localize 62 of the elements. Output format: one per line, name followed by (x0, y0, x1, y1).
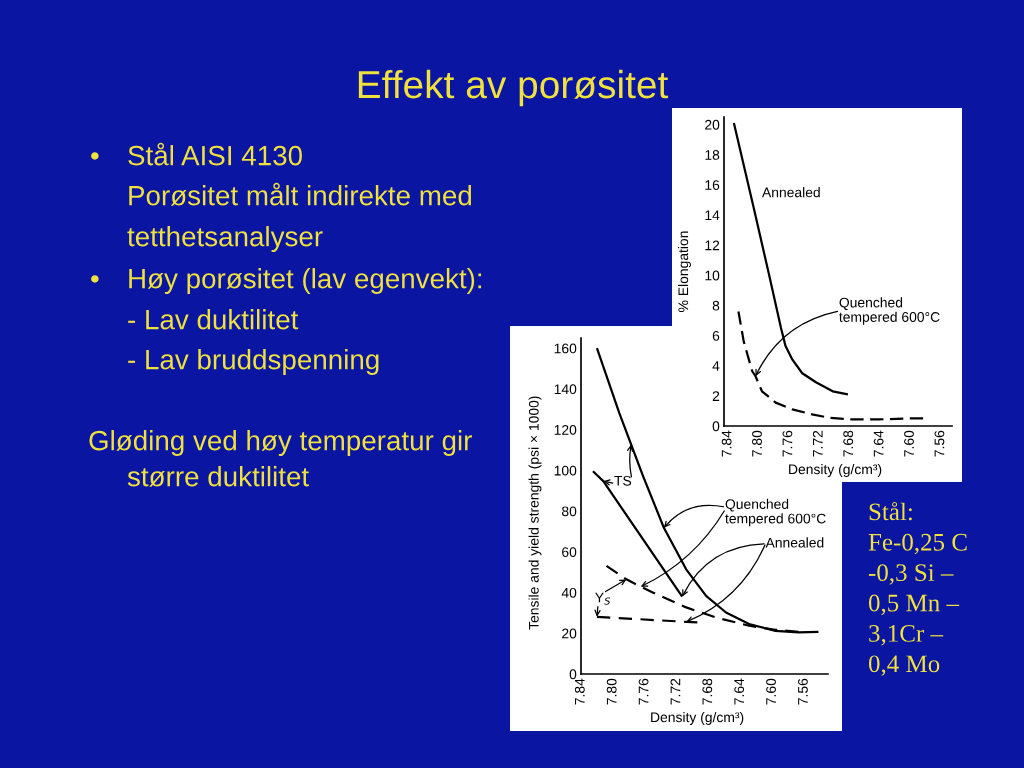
text: tetthetsanalyser (127, 226, 323, 252)
y-tick-label: 10 (705, 270, 720, 281)
text: Effekt av porøsitet (358, 69, 669, 107)
y-tick-label: 20 (562, 628, 577, 639)
y-tick-label: 6 (712, 330, 720, 341)
text: Porøsitet målt indirekte med (129, 182, 472, 206)
annotation: Quenched tempered 600°C (839, 297, 940, 325)
x-tick-label: 7.64 (734, 678, 745, 705)
y-tick-label: 2 (712, 391, 720, 401)
x-tick-label: 7.72 (670, 678, 681, 705)
x-tick-label: 7.60 (904, 430, 914, 457)
x-tick-label: 7.68 (843, 430, 854, 457)
x-axis-title: Density (g/cm³) (789, 464, 882, 477)
y-tick-label: 40 (561, 587, 577, 598)
x-tick-label: 7.56 (934, 430, 945, 457)
x-tick-label: 7.60 (766, 678, 776, 705)
text: 0,5 Mn – (868, 594, 960, 616)
x-tick-label: 7.84 (721, 430, 732, 457)
text: Høy porøsitet (lav egenvekt): (129, 268, 482, 294)
text: Stål AISI 4130 (128, 142, 302, 166)
annotation: Quenched tempered 600°C (725, 498, 826, 527)
y-tick-label: 16 (705, 180, 720, 190)
text: - Lav duktilitet (128, 309, 299, 330)
text: 3,1Cr – (869, 625, 944, 646)
text: -0,3 Si – (868, 564, 954, 585)
y-tick-label: 12 (705, 240, 720, 251)
annotation: Annealed (765, 537, 824, 548)
text: - Lav bruddspenning (128, 349, 379, 375)
y-tick-label: 14 (705, 210, 720, 221)
x-tick-label: 7.68 (702, 678, 713, 705)
y-tick-label: 60 (562, 547, 577, 557)
x-axis-title: Density (g/cm³) (651, 711, 744, 725)
y-tick-label: 0 (712, 421, 720, 432)
x-tick-label: 7.64 (873, 430, 884, 457)
annotation: Y$_{S}$ (595, 592, 611, 605)
x-tick-label: 7.72 (812, 430, 823, 457)
text: større duktilitet (127, 466, 309, 487)
y-tick-label: 0 (569, 669, 577, 680)
x-tick-label: 7.84 (574, 678, 585, 705)
x-tick-label: 7.76 (782, 430, 793, 457)
y-tick-label: 140 (554, 384, 577, 395)
text: Stål: (869, 501, 912, 521)
x-tick-label: 7.56 (797, 678, 808, 705)
y-tick-label: 80 (561, 506, 577, 517)
x-tick-label: 7.76 (638, 678, 649, 705)
annotation: TS (614, 475, 632, 486)
y-axis-title: Tensile and yield strength (psi × 1000) (528, 396, 542, 630)
text: • (91, 275, 99, 283)
y-tick-label: 18 (705, 150, 720, 160)
text: • (91, 152, 99, 160)
text: Fe-0,25 C (868, 533, 967, 555)
y-tick-label: 4 (712, 361, 720, 371)
y-tick-label: 100 (554, 465, 577, 476)
y-tick-label: 8 (712, 300, 720, 311)
x-tick-label: 7.80 (606, 678, 617, 705)
text: Gløding ved høy temperatur gir (89, 430, 472, 456)
y-tick-label: 120 (554, 424, 577, 435)
annotation: Annealed (762, 187, 820, 198)
y-axis-title: % Elongation (677, 231, 691, 312)
y-tick-label: 20 (705, 119, 720, 130)
y-tick-label: 160 (554, 343, 577, 354)
text: 0,4 Mo (868, 655, 940, 676)
